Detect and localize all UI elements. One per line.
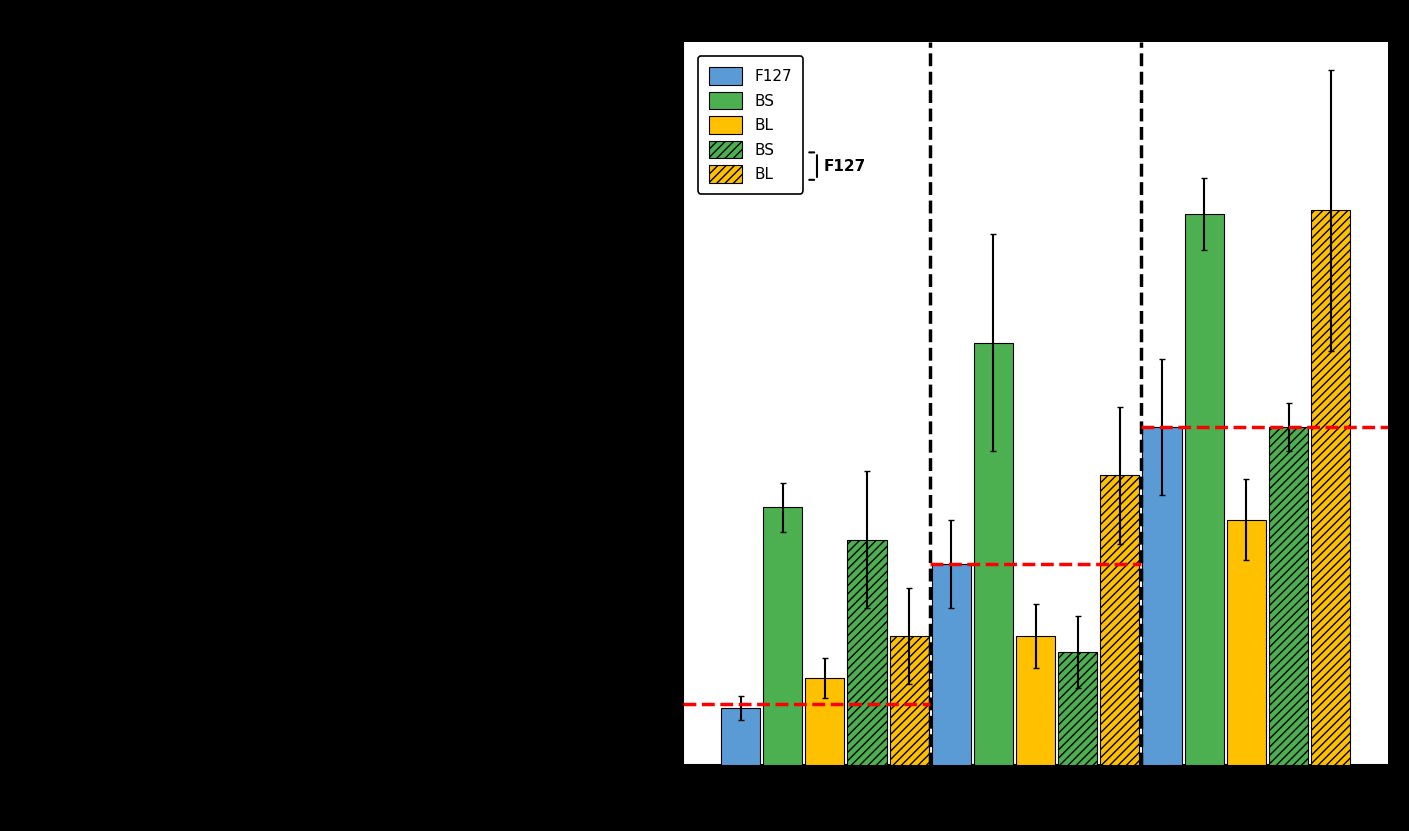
Bar <box>931 563 971 765</box>
Bar <box>1100 475 1140 765</box>
Bar <box>764 508 802 765</box>
Legend: F127, BS, BL, BS, BL: F127, BS, BL, BS, BL <box>697 57 803 194</box>
Bar <box>721 708 759 765</box>
Bar <box>1312 210 1350 765</box>
Bar <box>1058 652 1098 765</box>
Bar <box>1016 636 1055 765</box>
Bar <box>1143 427 1182 765</box>
Bar <box>1185 214 1224 765</box>
Bar <box>974 343 1013 765</box>
Bar <box>1227 519 1265 765</box>
Bar <box>1270 427 1308 765</box>
Text: F127: F127 <box>824 159 867 174</box>
Bar <box>847 539 886 765</box>
Bar <box>806 678 844 765</box>
Y-axis label: Relative gene expression: Relative gene expression <box>640 275 658 531</box>
Bar <box>889 636 929 765</box>
